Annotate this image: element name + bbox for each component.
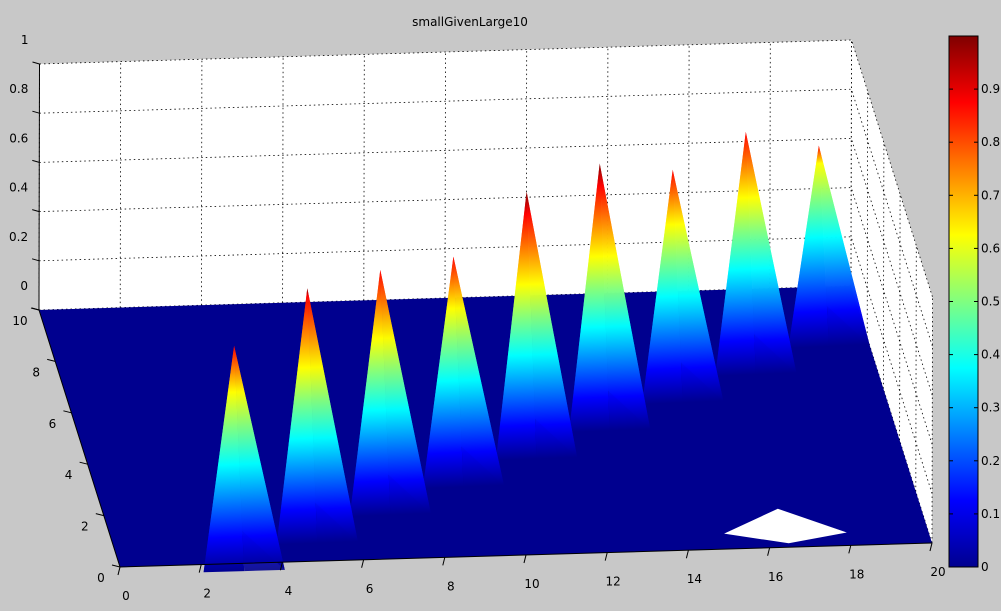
y-tick-label: 10	[12, 314, 27, 328]
peak-front-left	[203, 345, 245, 573]
colorbar-tick-label: 0.7	[981, 188, 1000, 202]
colorbar: 0 0.1 0.2 0.3 0.4 0.5 0.6 0.7 0.8 0.9	[948, 35, 1000, 574]
y-tick-mark	[47, 358, 56, 362]
y-tick-mark	[111, 564, 121, 568]
colorbar-tick-label: 0.4	[981, 348, 1000, 362]
z-tick-mark	[32, 110, 40, 114]
x-tick-label: 6	[366, 582, 374, 596]
z-tick-label: 0.8	[9, 82, 28, 96]
grid-line-z	[39, 39, 933, 298]
grid-line-y	[899, 194, 901, 441]
colorbar-tick-label: 0.8	[981, 135, 1000, 149]
grid-line-y	[866, 91, 869, 338]
x-tick-mark	[685, 550, 689, 559]
z-tick-mark	[32, 61, 40, 65]
grid-line-x	[119, 61, 122, 308]
z-tick-label: 0.6	[9, 131, 28, 145]
peak-front-right	[818, 145, 870, 347]
y-tick-mark	[79, 461, 88, 465]
y-tick-mark	[95, 513, 104, 517]
y-tick-label: 4	[65, 468, 73, 482]
peak-front-left	[788, 145, 829, 348]
x-tick-mark	[604, 552, 608, 561]
peak-front-left	[642, 169, 683, 404]
x-tick-label: 20	[930, 565, 945, 579]
x-tick-mark	[198, 564, 202, 573]
x-tick-label: 2	[203, 587, 211, 601]
y-tick-label: 2	[81, 520, 89, 534]
colorbar-tick-label: 0	[981, 560, 989, 574]
grid-line-x	[282, 56, 284, 303]
z-tick-mark	[31, 307, 40, 311]
peak-front-right	[745, 131, 797, 375]
y-tick-label: 6	[49, 417, 57, 431]
peak-front-right	[234, 345, 285, 572]
tick-labels: 0 2 4 6 8 10 12 14 16 18 20 0 2 4 6 8 10 0 0.2 0.4 0.6 0.8 1	[9, 33, 946, 603]
z-tick-label: 0.2	[9, 230, 28, 244]
x-tick-label: 14	[687, 572, 702, 586]
peak-front-right	[453, 256, 505, 487]
colorbar-tick-label: 0.6	[981, 241, 1000, 255]
chart-title: smallGivenLarge10	[412, 15, 528, 29]
colorbar-tick-label: 0.2	[981, 454, 1000, 468]
grid-line-y	[915, 245, 917, 492]
grid-line-x	[363, 54, 365, 301]
z-tick-mark	[31, 258, 40, 262]
peak-front-left	[422, 256, 464, 488]
x-tick-mark	[361, 559, 365, 568]
peak-front-left	[496, 191, 537, 460]
colorbar-tick-label: 0.5	[981, 295, 1000, 309]
x-tick-mark	[523, 554, 527, 564]
x-tick-mark	[279, 562, 283, 571]
grid-line-z	[39, 88, 933, 347]
peak-front-right	[380, 269, 431, 515]
grid-line-z	[39, 236, 933, 494]
x-tick-label: 0	[122, 589, 130, 603]
peak-front-right	[599, 163, 651, 431]
grid-line-y	[850, 39, 852, 287]
grid-line-z	[39, 137, 933, 396]
x-tick-mark	[848, 545, 852, 554]
colorbar-gradient	[948, 35, 979, 568]
x-tick-mark	[117, 566, 121, 576]
peak-front-left	[349, 269, 391, 517]
grid-line-x	[444, 51, 446, 299]
z-tick-label: 0.4	[9, 181, 28, 195]
y-tick-mark	[63, 410, 72, 414]
peak-front-right	[307, 288, 358, 543]
x-tick-label: 18	[849, 567, 864, 581]
peak-front-left	[276, 288, 318, 545]
z-tick-mark	[32, 209, 40, 213]
colorbar-tick-label: 0.1	[981, 507, 1000, 521]
grid-line-y	[931, 296, 933, 544]
grid-line-z	[39, 187, 933, 445]
peak-front-right	[672, 169, 724, 403]
side-wall-pane	[851, 40, 933, 543]
x-tick-label: 12	[606, 575, 621, 589]
y-tick-label: 8	[32, 365, 40, 379]
grid-line-x	[200, 59, 203, 306]
colorbar-tick-label: 0.3	[981, 401, 1000, 415]
surface-gap	[724, 508, 847, 544]
peak-front-left	[715, 131, 756, 376]
x-tick-label: 4	[285, 584, 293, 598]
x-tick-label: 8	[447, 579, 455, 593]
x-tick-label: 16	[768, 570, 783, 584]
x-tick-mark	[929, 542, 933, 552]
z-tick-label: 0	[20, 279, 28, 293]
peak-front-right	[526, 191, 578, 459]
y-tick-label: 0	[97, 571, 105, 585]
axis-z	[38, 63, 40, 311]
surface-peaks	[203, 131, 870, 573]
grid-line-y	[883, 142, 885, 389]
colorbar-tick-label: 0.9	[981, 82, 1000, 96]
x-tick-label: 10	[524, 577, 539, 591]
z-tick-label: 1	[21, 33, 29, 47]
peak-front-left	[569, 163, 610, 432]
z-tick-mark	[32, 159, 40, 163]
x-tick-mark	[767, 547, 771, 556]
x-tick-mark	[442, 557, 446, 566]
